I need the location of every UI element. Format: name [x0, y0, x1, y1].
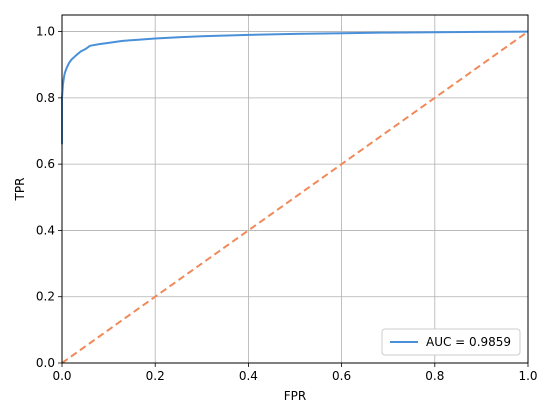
chance-diagonal-line — [61, 30, 529, 364]
x-tick-label: 0.8 — [425, 369, 444, 383]
y-tick-label: 0.8 — [36, 91, 55, 105]
y-tick-label: 1.0 — [36, 25, 55, 39]
roc-curve-line — [61, 30, 529, 145]
y-tick-label: 0.0 — [36, 356, 55, 370]
y-tick-label: 0.2 — [36, 290, 55, 304]
x-tick-label: 0.4 — [239, 369, 258, 383]
x-tick-label: 0.6 — [332, 369, 351, 383]
series-layer — [61, 30, 529, 364]
y-axis-label: TPR — [13, 178, 27, 202]
ticks: 0.0 0.2 0.4 0.6 0.8 1.0 0.0 0.2 0.4 0.6 0.8 1.0 — [36, 25, 538, 383]
y-tick-label: 0.4 — [36, 223, 55, 237]
x-axis-label: FPR — [284, 389, 306, 403]
legend-label: AUC = 0.9859 — [426, 335, 511, 349]
legend-box — [381, 328, 521, 356]
plot-frame — [61, 14, 529, 364]
x-tick-label: 0.0 — [52, 369, 71, 383]
x-tick-label: 0.2 — [146, 369, 165, 383]
grid — [61, 15, 529, 364]
x-tick-label: 1.0 — [518, 369, 537, 383]
legend: AUC = 0.9859 — [381, 328, 521, 356]
y-tick-label: 0.6 — [36, 157, 55, 171]
